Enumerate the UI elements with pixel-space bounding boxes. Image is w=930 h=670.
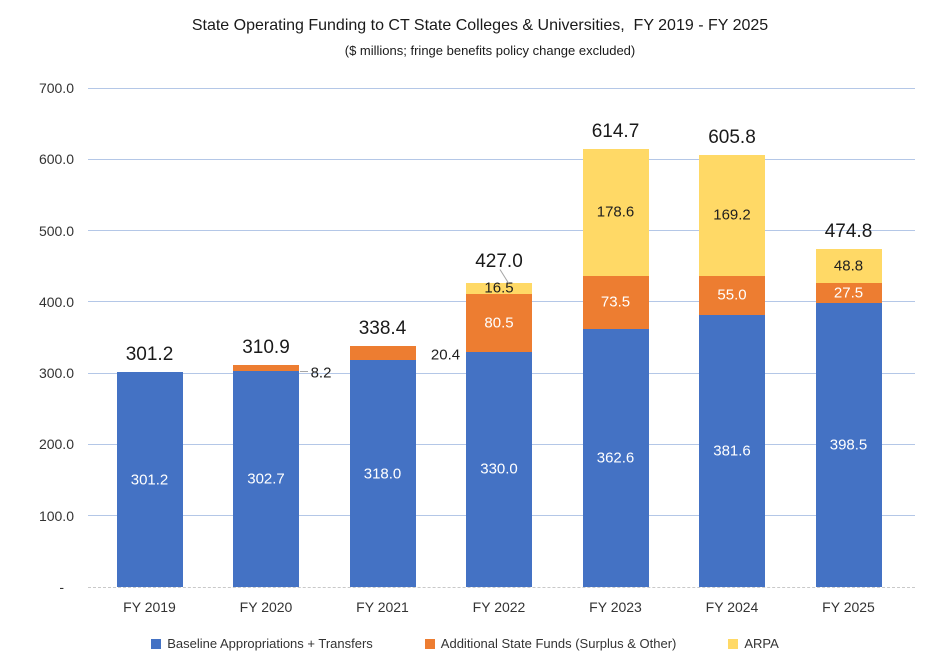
x-axis-label-fy-2023: FY 2023 xyxy=(589,599,642,615)
bar-additional-fy-2020 xyxy=(233,365,299,372)
x-axis-label-fy-2020: FY 2020 xyxy=(239,599,293,615)
y-axis-tick-300: 300.0 xyxy=(38,365,74,382)
bar-baseline-fy-2025 xyxy=(815,302,882,587)
total-label-fy-2025: 474.8 xyxy=(824,220,873,242)
bar-arpa-fy-2022 xyxy=(466,282,532,295)
legend-item-arpa: ARPA xyxy=(728,636,779,651)
bar-additional-fy-2022 xyxy=(466,294,532,352)
y-axis-tick-700: 700.0 xyxy=(38,80,74,96)
y-axis-tick-500: 500.0 xyxy=(38,222,74,239)
bar-baseline-fy-2022 xyxy=(466,351,532,587)
segment-label-arpa-fy-2023: 178.6 xyxy=(596,203,635,221)
bar-additional-fy-2025 xyxy=(815,283,882,303)
segment-label-baseline-fy-2025: 398.5 xyxy=(829,436,868,454)
total-label-fy-2020: 310.9 xyxy=(242,337,290,359)
segment-label-baseline-fy-2023: 362.6 xyxy=(596,449,635,467)
leader-line-additional-1 xyxy=(300,371,308,373)
legend-swatch-arpa xyxy=(728,638,739,649)
segment-label-arpa-fy-2025: 48.8 xyxy=(833,257,864,275)
legend-item-additional: Additional State Funds (Surplus & Other) xyxy=(424,636,677,651)
gridline-700 xyxy=(88,87,915,89)
y-axis-tick-100: 100.0 xyxy=(38,507,74,524)
segment-label-additional-fy-2020: 8.2 xyxy=(310,364,332,382)
bar-arpa-fy-2024 xyxy=(699,155,765,276)
segment-label-additional-fy-2022: 80.5 xyxy=(484,314,514,332)
bar-additional-fy-2021 xyxy=(349,345,416,361)
bar-additional-fy-2023 xyxy=(582,276,649,329)
legend-swatch-baseline xyxy=(151,638,162,649)
legend: Baseline Appropriations + Transfers Addit… xyxy=(0,636,930,651)
bar-additional-fy-2024 xyxy=(699,275,765,315)
x-axis-line xyxy=(88,587,915,588)
y-axis-tick-zero: - xyxy=(59,579,64,595)
segment-label-additional-fy-2021: 20.4 xyxy=(430,346,461,364)
segment-label-additional-fy-2024: 55.0 xyxy=(717,286,747,304)
bar-baseline-fy-2020 xyxy=(233,371,299,587)
total-label-fy-2024: 605.8 xyxy=(708,127,756,149)
gridline-600 xyxy=(88,158,915,160)
y-axis-tick-600: 600.0 xyxy=(38,151,74,168)
total-label-fy-2021: 338.4 xyxy=(358,317,407,339)
legend-swatch-additional xyxy=(424,638,435,649)
bar-baseline-fy-2019 xyxy=(116,372,183,587)
total-label-fy-2022: 427.0 xyxy=(475,250,523,272)
legend-item-baseline: Baseline Appropriations + Transfers xyxy=(151,636,373,651)
x-axis-label-fy-2022: FY 2022 xyxy=(472,599,526,615)
chart-subtitle: ($ millions; fringe benefits policy chan… xyxy=(344,43,636,58)
segment-label-baseline-fy-2020: 302.7 xyxy=(247,470,285,488)
segment-label-baseline-fy-2019: 301.2 xyxy=(130,471,169,489)
y-axis-tick-200: 200.0 xyxy=(38,436,74,453)
bar-baseline-fy-2024 xyxy=(699,314,765,587)
segment-label-baseline-fy-2021: 318.0 xyxy=(363,465,402,483)
total-label-fy-2019: 301.2 xyxy=(125,344,174,366)
chart-title: State Operating Funding to CT State Coll… xyxy=(191,17,769,34)
legend-label-additional: Additional State Funds (Surplus & Other) xyxy=(440,636,677,651)
y-axis-tick-400: 400.0 xyxy=(38,293,74,310)
bar-arpa-fy-2023 xyxy=(582,148,649,277)
segment-label-additional-fy-2025: 27.5 xyxy=(833,284,864,302)
x-axis-label-fy-2025: FY 2025 xyxy=(822,599,875,615)
x-axis-label-fy-2024: FY 2024 xyxy=(705,599,759,615)
segment-label-additional-fy-2023: 73.5 xyxy=(600,293,631,311)
gridline-500 xyxy=(88,230,915,232)
segment-label-baseline-fy-2022: 330.0 xyxy=(480,460,518,478)
segment-label-arpa-fy-2024: 169.2 xyxy=(713,206,751,224)
total-label-fy-2023: 614.7 xyxy=(591,120,640,142)
bar-baseline-fy-2023 xyxy=(582,328,649,587)
x-axis-label-fy-2021: FY 2021 xyxy=(356,599,409,615)
bar-baseline-fy-2021 xyxy=(349,360,416,587)
legend-label-baseline: Baseline Appropriations + Transfers xyxy=(167,636,373,651)
x-axis-label-fy-2019: FY 2019 xyxy=(123,599,176,615)
segment-label-arpa-fy-2022: 16.5 xyxy=(484,279,514,297)
segment-label-baseline-fy-2024: 381.6 xyxy=(713,442,751,460)
legend-label-arpa: ARPA xyxy=(744,636,779,651)
bar-arpa-fy-2025 xyxy=(815,248,882,284)
